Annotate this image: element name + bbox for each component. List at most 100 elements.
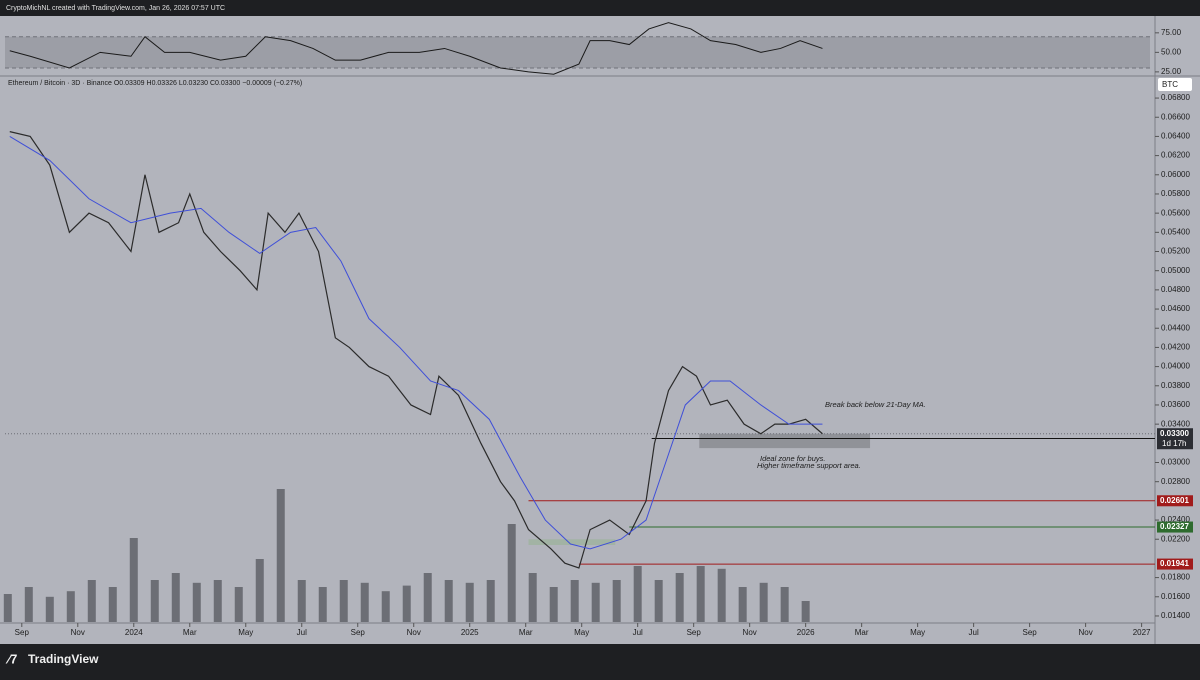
level-label: 0.02601 (1160, 496, 1189, 505)
x-tick-label: May (910, 628, 925, 637)
rsi-band (5, 36, 1150, 68)
volume-bar (759, 582, 768, 622)
x-tick-label: Jul (969, 628, 979, 637)
x-tick-label: Jul (297, 628, 307, 637)
volume-bar (360, 582, 369, 622)
y-tick-label: 0.06600 (1161, 112, 1190, 121)
zone (699, 433, 871, 449)
volume-bar (486, 580, 495, 622)
y-tick-label: 0.05800 (1161, 189, 1190, 198)
y-tick-label: 0.04200 (1161, 343, 1190, 352)
rsi-tick-label: 75.00 (1161, 28, 1182, 37)
y-tick-label: 0.06800 (1161, 93, 1190, 102)
unit: BTC (1162, 80, 1178, 89)
y-tick-label: 0.03000 (1161, 458, 1190, 467)
y-tick-label: 0.06200 (1161, 151, 1190, 160)
y-tick-label: 0.06000 (1161, 170, 1190, 179)
volume-bar (528, 573, 537, 622)
x-tick-label: Sep (351, 628, 366, 637)
volume-bar (444, 580, 453, 622)
volume-bar (3, 594, 12, 622)
volume-bar (738, 587, 747, 622)
volume-bar (507, 524, 516, 622)
volume-bar (297, 580, 306, 622)
line (9, 22, 823, 75)
x-tick-label: Nov (1078, 628, 1092, 637)
volume-bar (24, 587, 33, 622)
countdown: 1d 17h (1162, 439, 1186, 448)
x-tick-label: Sep (687, 628, 702, 637)
annotation: Ideal zone for buys. (760, 454, 825, 463)
x-tick-label: Nov (71, 628, 85, 637)
volume-bar (570, 580, 579, 622)
plots: 75.00 50.00 25.00 0.06800 0.06600 0.06400 0.06… (3, 22, 1193, 637)
y-tick-label: 0.04800 (1161, 285, 1190, 294)
y-tick-label: 0.04600 (1161, 304, 1190, 313)
y-tick-label: 0.03400 (1161, 419, 1190, 428)
footer-bar (0, 644, 1200, 675)
volume-bar (465, 582, 474, 622)
volume-bar (612, 580, 621, 622)
volume-bar (129, 538, 138, 622)
x-tick-label: Nov (407, 628, 421, 637)
x-tick-label: Mar (855, 628, 869, 637)
unit-box (1158, 78, 1192, 91)
x-tick-label: Jul (633, 628, 643, 637)
annotation: Higher timeframe support area. (757, 461, 861, 470)
y-tick-label: 0.05400 (1161, 227, 1190, 236)
volume-bar (318, 587, 327, 622)
x-tick-label: Sep (15, 628, 30, 637)
annotation: Break back below 21-Day MA. (825, 400, 926, 409)
volume-bar (234, 587, 243, 622)
legend: Ethereum / Bitcoin · 3D · Binance O0.033… (8, 80, 302, 87)
volume-bar (654, 580, 663, 622)
current-label: 0.03300 (1160, 429, 1189, 438)
volume-bar (213, 580, 222, 622)
header: CryptoMichNL created with TradingView.co… (6, 5, 225, 12)
y-tick-label: 0.05200 (1161, 247, 1190, 256)
volume-bar (381, 591, 390, 622)
level-label: 0.02327 (1160, 522, 1189, 531)
volume-bar (45, 596, 54, 622)
volume-bar (108, 587, 117, 622)
volume-bar (696, 566, 705, 622)
y-tick-label: 0.02400 (1161, 515, 1190, 524)
rsi-tick-label: 50.00 (1161, 47, 1182, 56)
volume-bar (717, 568, 726, 622)
volume-bar (150, 580, 159, 622)
x-tick-label: 2026 (797, 628, 815, 637)
footer-brand: TradingView (28, 652, 99, 666)
volume-bar (801, 601, 810, 622)
x-tick-label: 2027 (1133, 628, 1151, 637)
level-label: 0.01941 (1160, 559, 1189, 568)
x-tick-label: Mar (519, 628, 533, 637)
volume-bar (276, 489, 285, 622)
level-tag (1157, 521, 1193, 533)
volume-bar (402, 585, 411, 622)
volume-bar (255, 559, 264, 622)
y-tick-label: 0.01400 (1161, 611, 1190, 620)
line (9, 131, 823, 569)
y-tick-label: 0.05600 (1161, 208, 1190, 217)
volume-bar (339, 580, 348, 622)
line (9, 135, 823, 550)
logo-mark: ⁄7 (5, 651, 17, 666)
y-tick-label: 0.04000 (1161, 362, 1190, 371)
x-tick-label: May (574, 628, 589, 637)
y-tick-label: 0.02800 (1161, 477, 1190, 486)
y-tick-label: 0.04400 (1161, 323, 1190, 332)
volume-bar (549, 587, 558, 622)
volume-bar (423, 573, 432, 622)
x-tick-label: 2025 (461, 628, 479, 637)
level-tag (1157, 495, 1193, 507)
volume-bar (192, 582, 201, 622)
x-tick-label: 2024 (125, 628, 143, 637)
x-tick-label: May (238, 628, 253, 637)
y-tick-label: 0.03800 (1161, 381, 1190, 390)
rsi-tick-label: 25.00 (1161, 67, 1182, 76)
current-tag (1157, 428, 1193, 450)
chart-bg (0, 16, 1200, 644)
y-tick-label: 0.02200 (1161, 534, 1190, 543)
top-bar (0, 0, 1200, 16)
